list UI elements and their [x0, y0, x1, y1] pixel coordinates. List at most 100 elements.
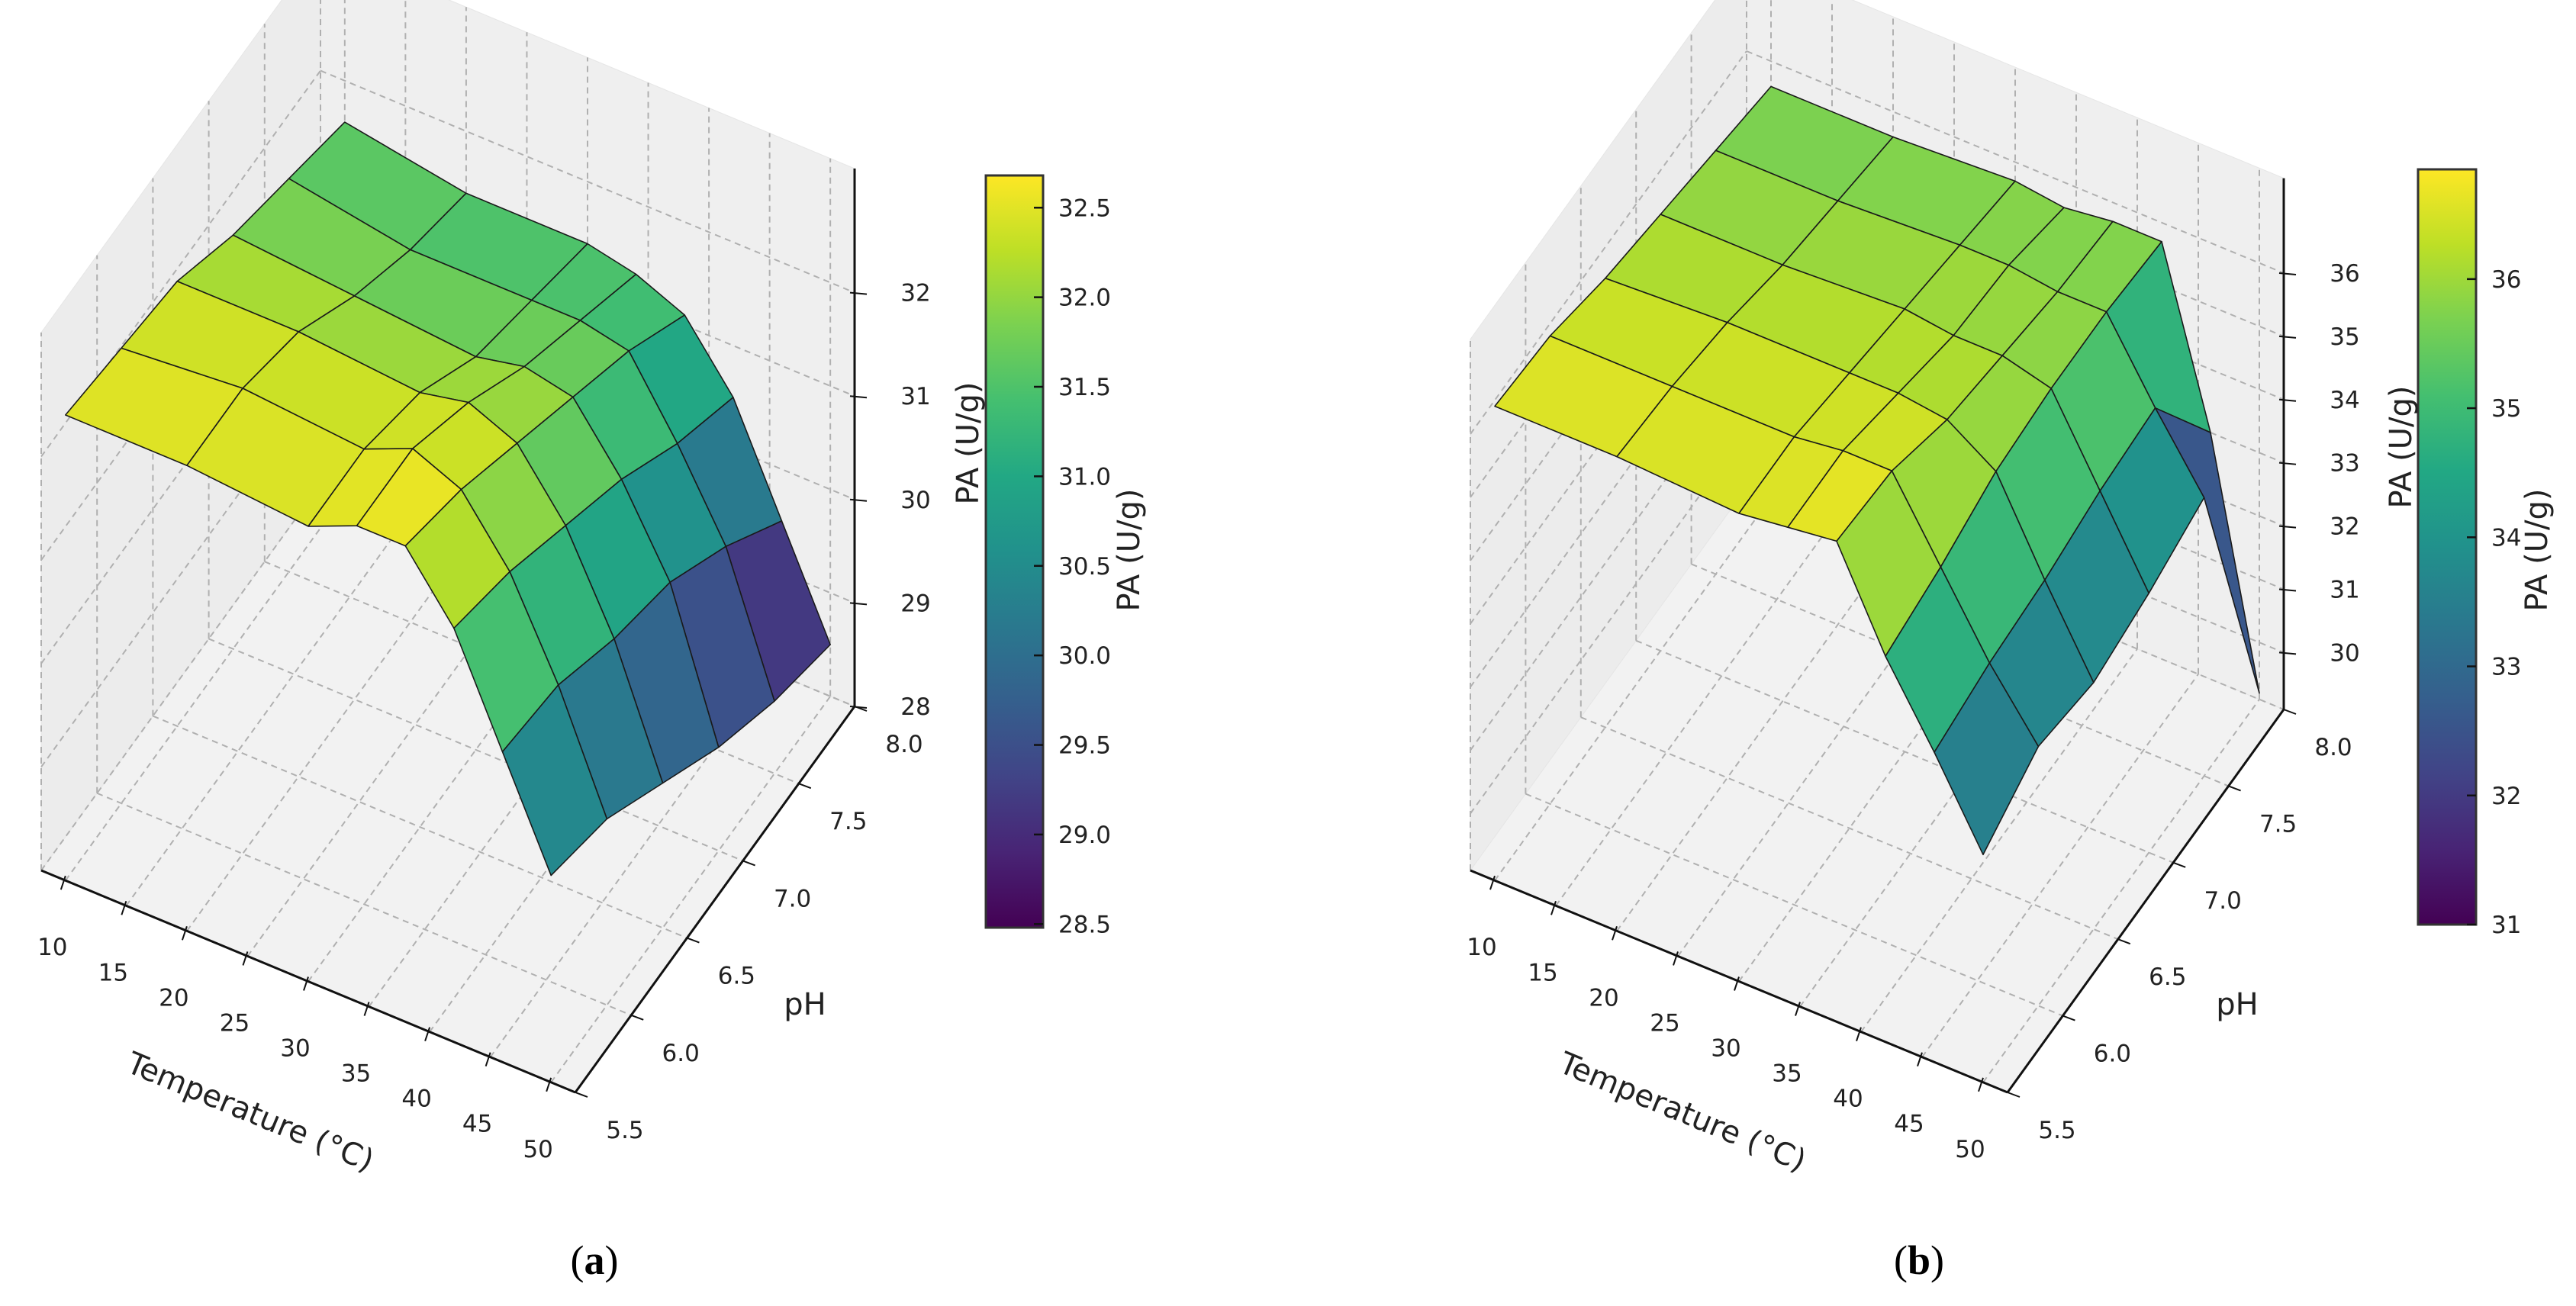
x-axis-line	[40, 869, 576, 1094]
y-tick-mark	[2283, 709, 2297, 715]
x-tick-label: 40	[1833, 1086, 1863, 1113]
z-tick-mark	[2278, 462, 2297, 465]
colorbar-tick-label: 36	[2491, 266, 2521, 294]
z-tick-label: 32	[900, 280, 930, 307]
y-tick-label: 7.5	[2259, 810, 2297, 838]
grid-line	[186, 544, 467, 931]
grid-line	[153, 715, 687, 939]
x-tick-label: 45	[462, 1111, 492, 1138]
y-tick-label: 6.0	[662, 1040, 700, 1067]
z-tick-label: 35	[2330, 323, 2359, 351]
z-tick-mark	[2278, 588, 2297, 592]
grid-line	[550, 696, 831, 1083]
x-tick-mark	[303, 976, 309, 991]
x-tick-mark	[1734, 976, 1740, 991]
z-tick-mark	[849, 602, 868, 606]
colorbar-tick-label: 32.0	[1058, 285, 1111, 312]
z-tick-label: 32	[2330, 513, 2359, 541]
grid-line	[1470, 366, 1747, 751]
z-tick-label: 31	[2330, 576, 2359, 603]
grid-line	[1470, 429, 1747, 814]
x-tick-label: 25	[220, 1009, 250, 1037]
x-tick-mark	[1673, 951, 1679, 966]
y-tick-label: 7.0	[774, 885, 811, 912]
y-tick-mark	[687, 937, 700, 944]
colorbar-tick-label: 32	[2491, 783, 2521, 810]
grid-line	[1616, 547, 1894, 931]
colorbar-tick-label: 34	[2491, 524, 2521, 552]
x-tick-mark	[363, 1002, 370, 1016]
z-tick-mark	[849, 498, 868, 502]
panel-caption-letter-b: b	[1908, 1237, 1930, 1283]
grid-line	[125, 519, 407, 906]
y-tick-mark	[630, 1014, 644, 1021]
x-tick-mark	[1550, 900, 1557, 915]
grid-line	[1525, 793, 2063, 1017]
grid-line	[320, 69, 855, 294]
z-tick-mark	[2278, 525, 2297, 529]
x-tick-label: 50	[1955, 1136, 1985, 1163]
surface-plot-a: 10 15 20 25 30 35 40 45 50 5.5 6.0 6.5 7.0 7.5 8.0 28 29…	[37, 0, 1111, 1163]
x-tick-label: 10	[37, 934, 67, 961]
z-tick-mark	[849, 291, 868, 295]
z-tick-label: 36	[2330, 260, 2359, 288]
y-tick-mark	[2228, 785, 2241, 792]
grid-line	[1799, 622, 2077, 1008]
y-tick-mark	[2007, 1092, 2021, 1098]
colorbar	[2417, 168, 2478, 926]
x-tick-label: 35	[341, 1060, 371, 1088]
y-tick-mark	[2117, 938, 2131, 945]
x-tick-mark	[485, 1052, 491, 1067]
colorbar-tick-label: 30.0	[1058, 642, 1111, 670]
colorbar-tick-label: 28.5	[1058, 911, 1111, 938]
grid-line	[1635, 639, 2174, 864]
z-tick-label: 28	[900, 693, 930, 721]
z-tick-label: 33	[2330, 450, 2359, 478]
x-tick-mark	[1795, 1002, 1801, 1016]
y-tick-mark	[575, 1092, 588, 1098]
panel-caption-letter-a: a	[584, 1237, 605, 1283]
x-tick-mark	[1978, 1077, 1984, 1092]
z-axis-label-b: PA (U/g)	[2384, 386, 2419, 509]
x-tick-mark	[424, 1027, 431, 1041]
y-axis-line	[2006, 709, 2285, 1093]
surface-face	[501, 684, 608, 877]
grid-line	[96, 792, 632, 1016]
grid-line	[1738, 597, 2016, 983]
colorbar-tick-label: 30.5	[1058, 553, 1111, 581]
grid-line	[1677, 572, 1955, 957]
z-tick-mark	[2278, 335, 2297, 339]
y-tick-label: 6.5	[718, 963, 755, 990]
z-tick-label: 29	[900, 590, 930, 617]
x-tick-mark	[1856, 1027, 1862, 1041]
grid-line	[1921, 674, 2199, 1058]
colorbar-tick-label: 29.5	[1058, 732, 1111, 760]
z-tick-mark	[2278, 272, 2297, 275]
grid-line	[1470, 304, 1747, 688]
z-tick-label: 34	[2330, 387, 2359, 414]
colorbar-label-a: PA (U/g)	[1112, 489, 1147, 612]
colorbar-tick-label: 35	[2491, 395, 2521, 423]
x-tick-label: 30	[280, 1035, 310, 1063]
grid-line	[1982, 699, 2260, 1083]
grid-line	[40, 484, 321, 871]
grid-line	[1555, 522, 1833, 906]
z-tick-mark	[2278, 651, 2297, 655]
y-tick-label: 8.0	[885, 731, 923, 758]
y-axis-line	[574, 706, 856, 1093]
x-tick-mark	[181, 926, 188, 941]
y-axis-label-a: pH	[784, 987, 826, 1022]
y-tick-label: 6.5	[2149, 963, 2186, 991]
grid-line	[1860, 648, 2138, 1033]
colorbar-tick-label: 32.5	[1058, 195, 1111, 222]
x-tick-mark	[60, 875, 66, 890]
z-axis-label-a: PA (U/g)	[951, 382, 986, 505]
grid-line	[1580, 716, 2119, 941]
colorbar-label-b: PA (U/g)	[2520, 489, 2555, 612]
x-tick-label: 20	[159, 984, 188, 1012]
x-tick-mark	[1612, 926, 1618, 941]
y-tick-label: 5.5	[606, 1117, 643, 1144]
grid-line	[1470, 50, 1747, 435]
panel-caption-b: (b)	[1894, 1237, 1944, 1283]
